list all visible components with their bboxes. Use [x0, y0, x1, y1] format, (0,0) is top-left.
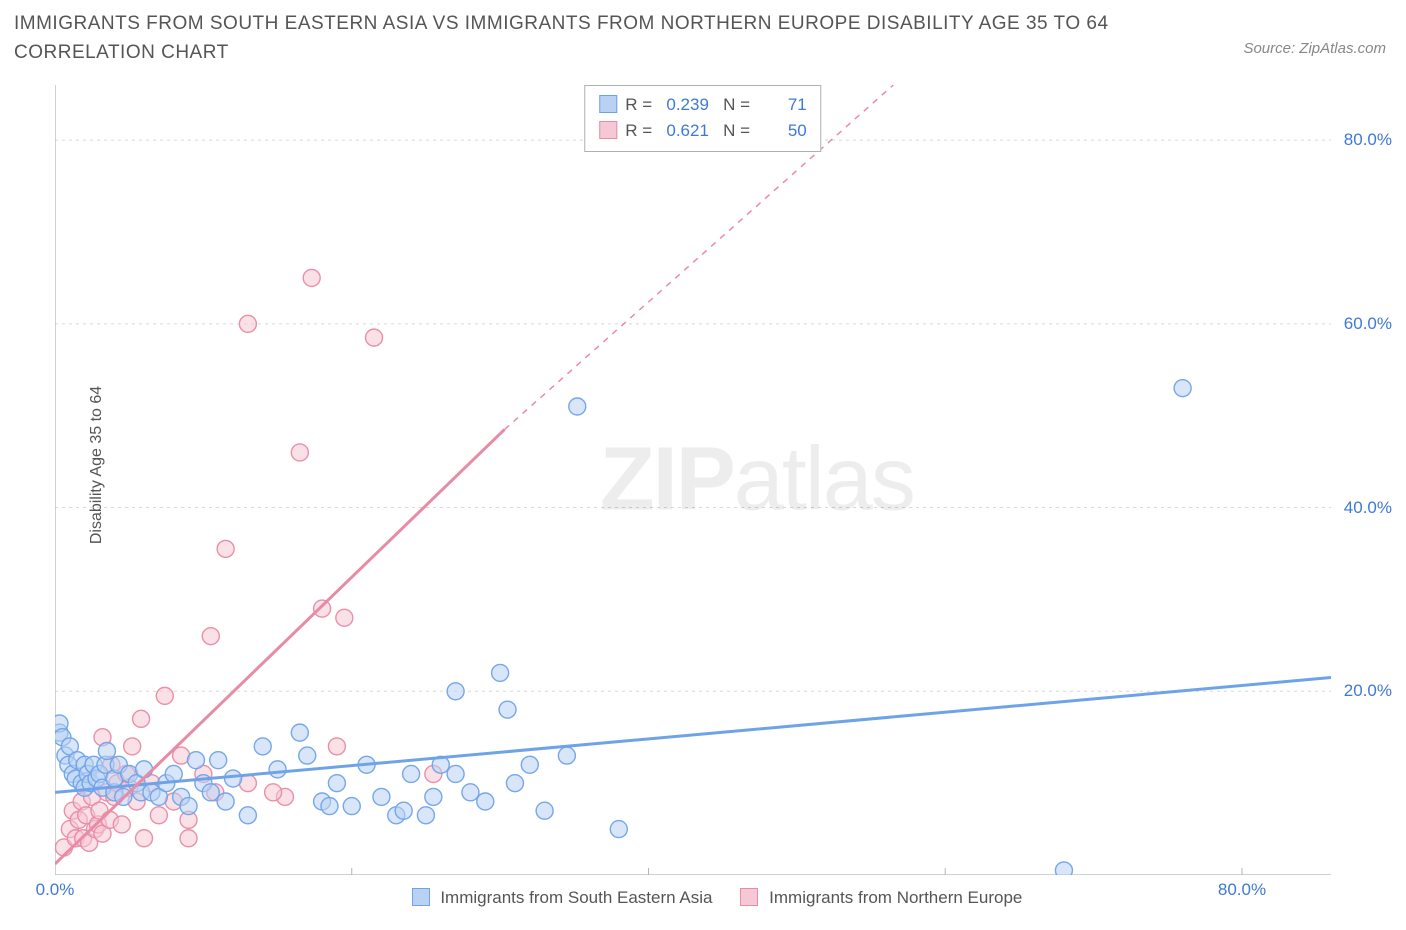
legend-label: Immigrants from Northern Europe — [764, 888, 1022, 907]
legend-swatch — [740, 888, 758, 906]
y-tick-label: 60.0% — [1344, 314, 1392, 334]
legend-swatch — [599, 95, 617, 113]
stats-row: R = 0.621 N = 50 — [599, 118, 806, 144]
legend-swatch — [599, 121, 617, 139]
chart-title: IMMIGRANTS FROM SOUTH EASTERN ASIA VS IM… — [14, 10, 1186, 67]
x-axis-legend: Immigrants from South Eastern Asia Immig… — [0, 888, 1406, 908]
y-tick-label: 80.0% — [1344, 130, 1392, 150]
source-attribution: Source: ZipAtlas.com — [1243, 40, 1386, 57]
legend-swatch — [412, 888, 430, 906]
scatter-plot-svg — [55, 85, 1331, 875]
y-tick-label: 20.0% — [1344, 681, 1392, 701]
stats-row: R = 0.239 N = 71 — [599, 92, 806, 118]
y-tick-label: 40.0% — [1344, 498, 1392, 518]
stats-legend-box: R = 0.239 N = 71R = 0.621 N = 50 — [584, 85, 821, 152]
legend-label: Immigrants from South Eastern Asia — [436, 888, 713, 907]
x-tick-label: 0.0% — [36, 880, 75, 900]
x-tick-label: 80.0% — [1218, 880, 1266, 900]
plot-area: ZIPatlas — [55, 85, 1331, 875]
